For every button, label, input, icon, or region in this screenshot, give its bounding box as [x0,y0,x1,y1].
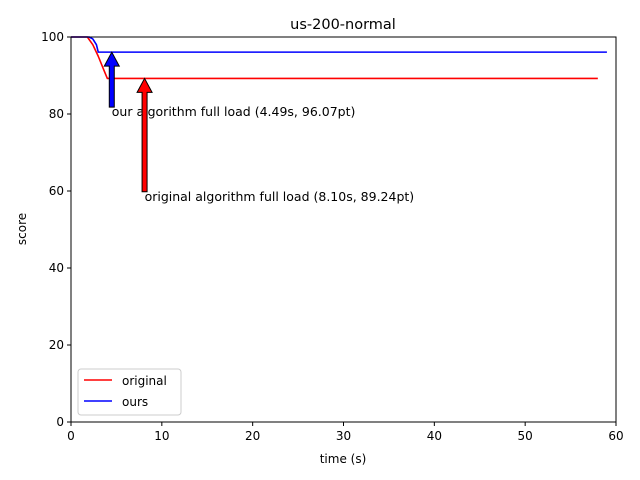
annotation-layer: our algorithm full load (4.49s, 96.07pt)… [103,51,415,204]
y-tick-label: 0 [56,415,64,429]
x-tick-label: 10 [154,429,169,443]
annotation-label: our algorithm full load (4.49s, 96.07pt) [112,104,356,119]
annotation-label: original algorithm full load (8.10s, 89.… [145,189,415,204]
x-axis-ticks: 0 10 20 30 40 50 60 [67,422,624,443]
x-tick-label: 0 [67,429,75,443]
x-tick-label: 60 [608,429,623,443]
annotation-arrow [136,77,153,193]
y-tick-label: 20 [49,338,64,352]
series-layer [71,36,607,80]
x-axis-label: time (s) [320,452,367,466]
legend-label-ours: ours [122,395,148,409]
y-axis-ticks: 0 20 40 60 80 100 [41,30,71,429]
x-tick-label: 20 [245,429,260,443]
x-tick-label: 50 [518,429,533,443]
y-tick-label: 100 [41,30,64,44]
series-line-original [71,36,598,80]
legend: original ours [77,368,182,416]
chart-title: us-200-normal [290,17,396,33]
x-tick-label: 30 [336,429,351,443]
x-tick-label: 40 [427,429,442,443]
annotation-arrow [103,51,121,108]
y-tick-label: 40 [49,261,64,275]
y-axis-label: score [15,213,29,245]
y-tick-label: 60 [49,184,64,198]
legend-label-original: original [122,374,167,388]
y-tick-label: 80 [49,107,64,121]
series-line-ours [71,36,607,53]
